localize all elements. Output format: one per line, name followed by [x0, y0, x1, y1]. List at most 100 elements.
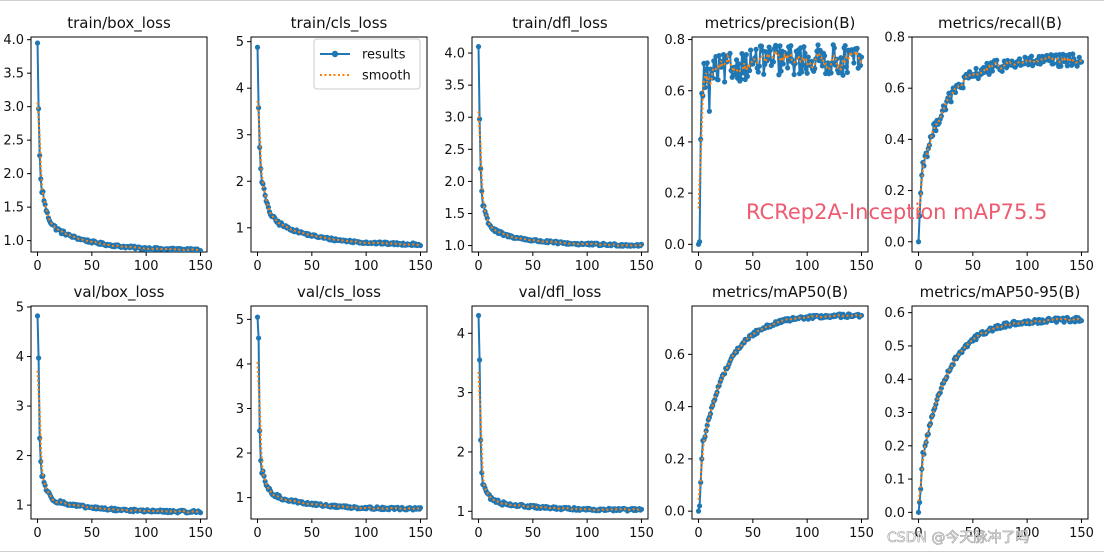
y-tick-label: 1.0 — [3, 234, 24, 249]
y-tick-label: 2.0 — [444, 175, 465, 190]
results-point — [1078, 318, 1085, 324]
subplot-1: train/box_loss 0 50 100 150 1.0 1.5 2.0 2.5 3.0 3.… — [3, 14, 213, 274]
x-tick-label: 0 — [33, 259, 41, 274]
x-tick-label: 50 — [525, 526, 542, 541]
y-tick-label: 2 — [236, 447, 244, 462]
y-tick-label: 3.0 — [3, 100, 24, 115]
y-tick-label: 5 — [236, 35, 244, 50]
results-point — [417, 505, 424, 511]
results-point — [801, 44, 807, 50]
y-tick-label: 2.5 — [444, 143, 465, 158]
y-tick-label: 0.8 — [664, 33, 685, 48]
results-point — [477, 357, 483, 363]
x-tick-label: 100 — [575, 259, 600, 274]
results-point — [704, 60, 710, 66]
series-smooth-line — [256, 361, 421, 511]
results-point — [828, 70, 834, 76]
plot-area — [695, 311, 865, 514]
series-smooth-line — [697, 313, 862, 500]
axes-frame — [250, 305, 428, 520]
x-tick-label: 150 — [849, 526, 874, 541]
x-tick-label: 50 — [965, 259, 982, 274]
results-point — [986, 71, 992, 77]
x-tick-label: 50 — [745, 526, 762, 541]
y-tick-label: 4 — [236, 357, 244, 372]
series-smooth-line — [477, 371, 642, 512]
results-point — [733, 57, 740, 63]
y-tick-label: 3.5 — [444, 79, 465, 94]
results-point — [40, 188, 46, 195]
results-point — [763, 49, 769, 55]
results-point — [844, 69, 850, 76]
y-tick-label: 4 — [236, 82, 244, 97]
y-tick-label: 4 — [16, 350, 24, 365]
y-tick-label: 0.4 — [884, 133, 905, 148]
results-point — [1070, 51, 1076, 57]
results-point — [770, 59, 777, 65]
x-tick-label: 0 — [253, 259, 261, 274]
results-point — [981, 64, 987, 71]
y-tick-label: 0.2 — [884, 184, 905, 199]
x-tick-label: 150 — [1069, 259, 1094, 274]
y-tick-label: 2.0 — [3, 167, 24, 182]
legend-smooth-label: smooth — [362, 69, 411, 84]
subplot-title: val/dfl_loss — [519, 283, 602, 302]
y-tick-label: 4.0 — [444, 47, 465, 62]
axes-frame — [30, 305, 208, 520]
x-tick-label: 150 — [188, 526, 213, 541]
legend-results-label: results — [362, 48, 406, 63]
series-results-line — [477, 46, 643, 248]
results-point — [697, 503, 703, 509]
axes-frame — [911, 305, 1089, 520]
results-point — [721, 79, 728, 85]
x-tick-label: 150 — [1069, 526, 1094, 541]
results-point — [803, 66, 809, 72]
subplot-5: metrics/recall(B) 0 50 100 150 0.0 0.2 0.4 0.6 0.… — [884, 14, 1094, 274]
x-tick-label: 100 — [575, 526, 600, 541]
results-point — [744, 73, 751, 79]
results-point — [815, 42, 821, 48]
results-point — [933, 401, 939, 407]
results-point — [952, 89, 959, 96]
series-smooth-line — [917, 55, 1082, 218]
y-tick-label: 0.4 — [664, 400, 685, 415]
y-tick-label: 1.5 — [444, 207, 465, 222]
y-tick-label: 0.4 — [884, 373, 905, 388]
results-point — [711, 58, 717, 64]
results-point — [973, 65, 979, 72]
y-tick-label: 0.0 — [884, 506, 905, 521]
results-point — [715, 77, 721, 83]
results-point — [697, 239, 703, 245]
subplot-title: train/box_loss — [67, 14, 171, 33]
results-point — [778, 68, 784, 74]
x-tick-label: 0 — [914, 526, 922, 541]
axes-frame — [471, 305, 649, 520]
y-tick-label: 4 — [457, 327, 465, 342]
results-point — [777, 43, 783, 49]
results-point — [989, 68, 996, 74]
results-point — [256, 335, 262, 341]
y-tick-label: 1 — [16, 499, 24, 514]
x-tick-label: 0 — [694, 259, 702, 274]
x-tick-label: 150 — [629, 526, 654, 541]
axes-frame — [691, 305, 869, 520]
y-tick-label: 4.0 — [3, 33, 24, 48]
results-point — [994, 57, 1000, 63]
series-results-line — [256, 317, 422, 511]
x-tick-label: 100 — [1015, 526, 1040, 541]
results-point — [1069, 62, 1075, 68]
x-tick-label: 100 — [795, 259, 820, 274]
plot-area — [34, 313, 204, 516]
x-tick-label: 50 — [745, 259, 762, 274]
x-tick-label: 50 — [304, 259, 321, 274]
series-smooth-line — [477, 111, 642, 247]
x-tick-label: 0 — [914, 259, 922, 274]
x-tick-label: 150 — [849, 259, 874, 274]
y-tick-label: 1.5 — [3, 201, 24, 216]
y-tick-label: 3 — [16, 400, 24, 415]
results-point — [1046, 57, 1052, 64]
results-point — [933, 128, 939, 134]
results-point — [1064, 63, 1070, 69]
plot-area — [915, 314, 1085, 515]
y-tick-label: 0.4 — [664, 135, 685, 150]
